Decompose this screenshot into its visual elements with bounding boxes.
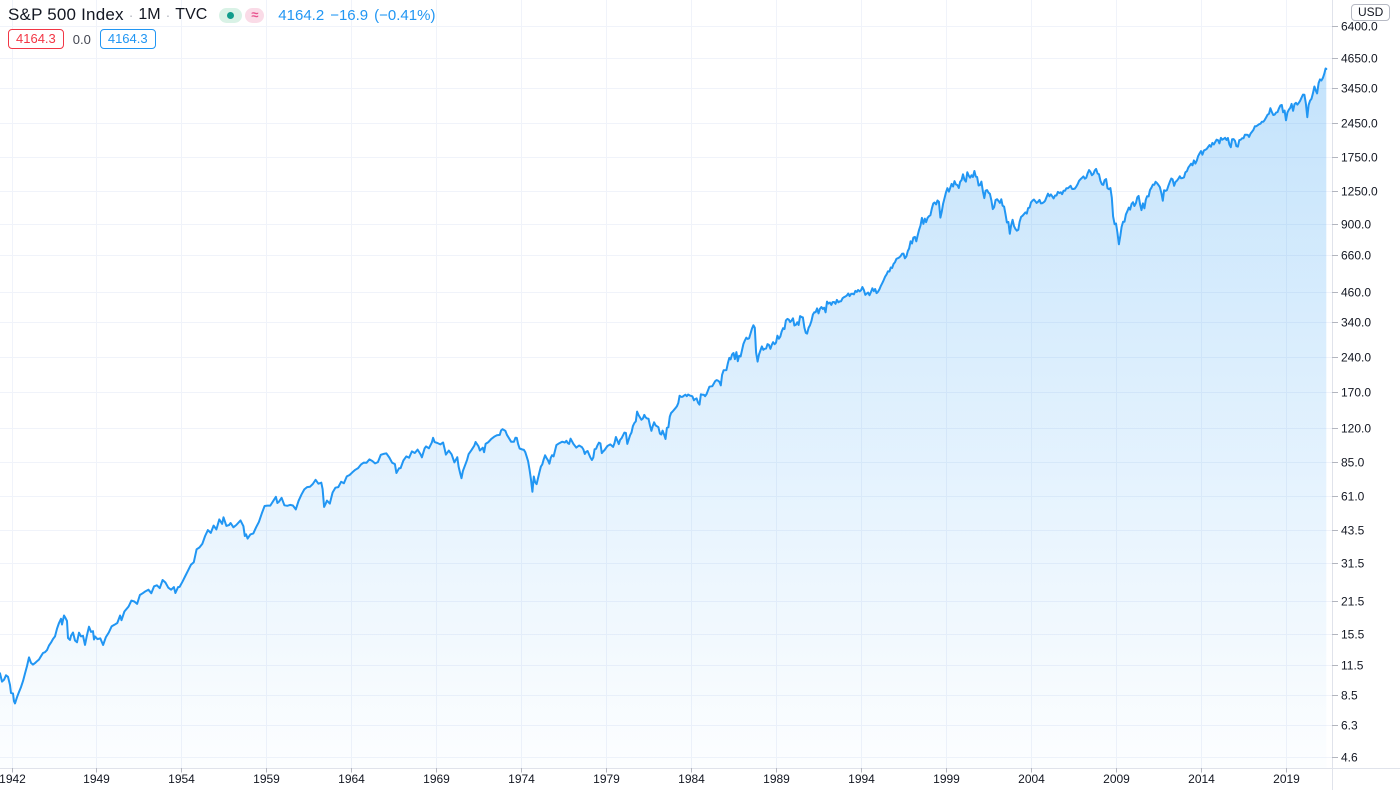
chart-legend: S&P 500 Index · 1M · TVC ≈ 4164.2 −16.9 … — [8, 5, 435, 49]
price-tick-label: 61.0 — [1341, 490, 1365, 504]
price-tick-label: 8.5 — [1341, 689, 1358, 703]
time-tick-label: 2019 — [1273, 772, 1300, 786]
title-separator: · — [128, 7, 134, 23]
price-tick-label: 21.5 — [1341, 595, 1365, 609]
price-line[interactable] — [0, 67, 1328, 705]
price-tick-label: 120.0 — [1341, 422, 1371, 436]
price-tick-label: 4650.0 — [1341, 52, 1378, 66]
time-tick-label: 1999 — [933, 772, 960, 786]
last-price: 4164.2 — [278, 6, 325, 24]
price-tick-label: 6400.0 — [1341, 20, 1378, 34]
interval-label[interactable]: 1M — [138, 6, 161, 23]
price-tick-label: 340.0 — [1341, 316, 1371, 330]
time-tick-label: 1959 — [253, 772, 280, 786]
price-tick-label: 240.0 — [1341, 351, 1371, 365]
exchange-label[interactable]: TVC — [175, 6, 208, 23]
price-tick-label: 85.0 — [1341, 456, 1365, 470]
time-tick-label: 1942 — [0, 772, 26, 786]
price-tick-label: 15.5 — [1341, 628, 1365, 642]
price-tick-label: 3450.0 — [1341, 82, 1378, 96]
price-axis[interactable] — [1333, 0, 1400, 768]
time-tick-label: 2009 — [1103, 772, 1130, 786]
price-tick-label: 1750.0 — [1341, 151, 1378, 165]
title-separator: · — [165, 7, 171, 23]
price-tick-label: 1250.0 — [1341, 185, 1378, 199]
price-tick-label: 31.5 — [1341, 557, 1365, 571]
symbol-title[interactable]: S&P 500 Index — [8, 5, 124, 24]
quote-values: 4164.2 −16.9 (−0.41%) — [278, 7, 435, 24]
price-tick-label: 460.0 — [1341, 286, 1371, 300]
status-pills: ≈ — [219, 6, 265, 23]
time-tick-label: 1979 — [593, 772, 620, 786]
time-axis[interactable] — [0, 769, 1332, 790]
approx-icon: ≈ — [251, 6, 259, 22]
time-tick-label: 1949 — [83, 772, 110, 786]
area-fill — [0, 68, 1327, 768]
market-status-pill[interactable] — [219, 7, 243, 23]
price-change-percent: (−0.41%) — [374, 6, 436, 24]
value-badge-blue: 4164.3 — [99, 29, 156, 49]
time-tick-label: 1994 — [848, 772, 875, 786]
value-badge-red: 4164.3 — [8, 29, 64, 49]
market-status-dot-icon — [227, 11, 235, 19]
price-tick-label: 2450.0 — [1341, 117, 1378, 131]
price-tick-label: 6.3 — [1341, 719, 1358, 733]
value-badges-row: 4164.3 0.0 4164.3 — [8, 29, 435, 49]
time-tick-label: 1974 — [508, 772, 535, 786]
approx-data-pill[interactable]: ≈ — [245, 6, 265, 23]
time-tick-label: 1969 — [423, 772, 450, 786]
price-tick-label: 660.0 — [1341, 249, 1371, 263]
time-tick-label: 2014 — [1188, 772, 1215, 786]
time-tick-label: 1984 — [678, 772, 705, 786]
time-tick-label: 1964 — [338, 772, 365, 786]
symbol-title-row[interactable]: S&P 500 Index · 1M · TVC ≈ 4164.2 −16.9 … — [8, 5, 435, 25]
currency-unit-button[interactable]: USD — [1351, 4, 1391, 21]
time-tick-label: 2004 — [1018, 772, 1045, 786]
price-tick-label: 4.6 — [1341, 751, 1358, 765]
time-tick-label: 1989 — [763, 772, 790, 786]
time-tick-label: 1954 — [168, 772, 195, 786]
price-tick-label: 170.0 — [1341, 386, 1371, 400]
change-value: 0.0 — [72, 31, 91, 47]
price-tick-label: 43.5 — [1341, 524, 1365, 538]
price-change: −16.9 — [330, 6, 369, 24]
price-tick-label: 11.5 — [1341, 659, 1364, 673]
price-tick-label: 900.0 — [1341, 218, 1371, 232]
